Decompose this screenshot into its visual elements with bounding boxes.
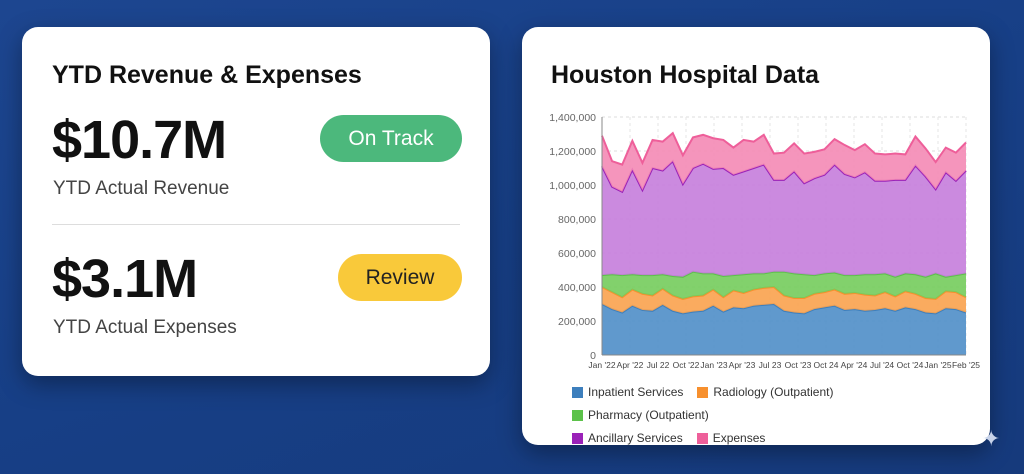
revenue-value: $10.7M [52, 110, 227, 170]
y-tick-label: 200,000 [558, 316, 596, 328]
revenue-label: YTD Actual Revenue [53, 178, 230, 199]
chart-legend: Inpatient Services Radiology (Outpatient)… [572, 382, 992, 451]
y-tick-label: 1,200,000 [549, 146, 596, 158]
x-tick-label: Apr '22 [617, 360, 644, 370]
y-tick-label: 600,000 [558, 248, 596, 260]
y-tick-label: 1,000,000 [549, 180, 596, 192]
legend-label: Expenses [712, 431, 766, 445]
x-tick-label: Feb '25 [952, 360, 980, 370]
legend-swatch [696, 433, 708, 444]
legend-item: Pharmacy (Outpatient) [572, 405, 709, 426]
legend-swatch [697, 387, 709, 398]
x-tick-label: Jan '22 [588, 360, 615, 370]
area-ancillary-services [602, 161, 966, 277]
legend-item: Inpatient Services [572, 382, 683, 403]
x-tick-label: Jul 22 [647, 360, 670, 370]
y-tick-label: 400,000 [558, 282, 596, 294]
area-radiology-outpatient- [602, 287, 966, 314]
divider [52, 224, 460, 225]
y-tick-label: 0 [590, 350, 596, 362]
ytd-summary-card: YTD Revenue & Expenses $10.7M On Track Y… [22, 27, 490, 376]
legend-item: Expenses [696, 428, 766, 449]
area-inpatient-services [602, 304, 966, 355]
legend-item: Radiology (Outpatient) [697, 382, 833, 403]
x-tick-label: Oct '24 [897, 360, 924, 370]
expenses-label: YTD Actual Expenses [53, 317, 237, 338]
area-chart: 0 200,000 400,000 600,000 800,000 1,000,000 1,… [549, 112, 980, 370]
legend-swatch [572, 387, 583, 398]
x-tick-label: Jul '24 [870, 360, 895, 370]
on-track-badge: On Track [320, 115, 462, 162]
legend-label: Ancillary Services [588, 431, 683, 445]
legend-swatch [572, 410, 583, 421]
legend-label: Pharmacy (Outpatient) [588, 408, 709, 422]
area-expenses [602, 133, 966, 192]
legend-item: Ancillary Services [572, 428, 683, 449]
x-tick-label: Apr '24 [841, 360, 868, 370]
x-tick-label: Oct 24 [813, 360, 838, 370]
y-tick-label: 1,400,000 [549, 112, 596, 124]
legend-label: Inpatient Services [588, 385, 684, 399]
x-tick-label: Apr '23 [729, 360, 756, 370]
card-title: YTD Revenue & Expenses [52, 61, 362, 89]
x-tick-label: Jan '25 [924, 360, 951, 370]
legend-swatch [572, 433, 583, 444]
chart-title: Houston Hospital Data [551, 61, 820, 89]
sparkle-icon: ✦ [982, 426, 1001, 451]
hospital-data-card: Houston Hospital Data 0 200,000 400,000 600… [522, 27, 990, 445]
legend-label: Radiology (Outpatient) [713, 385, 834, 399]
x-tick-label: Jul 23 [759, 360, 782, 370]
line-expenses [601, 131, 967, 166]
expenses-value: $3.1M [52, 249, 198, 309]
area-pharmacy-outpatient- [602, 271, 966, 299]
x-tick-label: Oct '23 [785, 360, 812, 370]
y-tick-label: 800,000 [558, 214, 596, 226]
x-tick-label: Jan '23 [700, 360, 727, 370]
x-tick-label: Oct '22 [673, 360, 700, 370]
review-badge: Review [338, 254, 462, 301]
